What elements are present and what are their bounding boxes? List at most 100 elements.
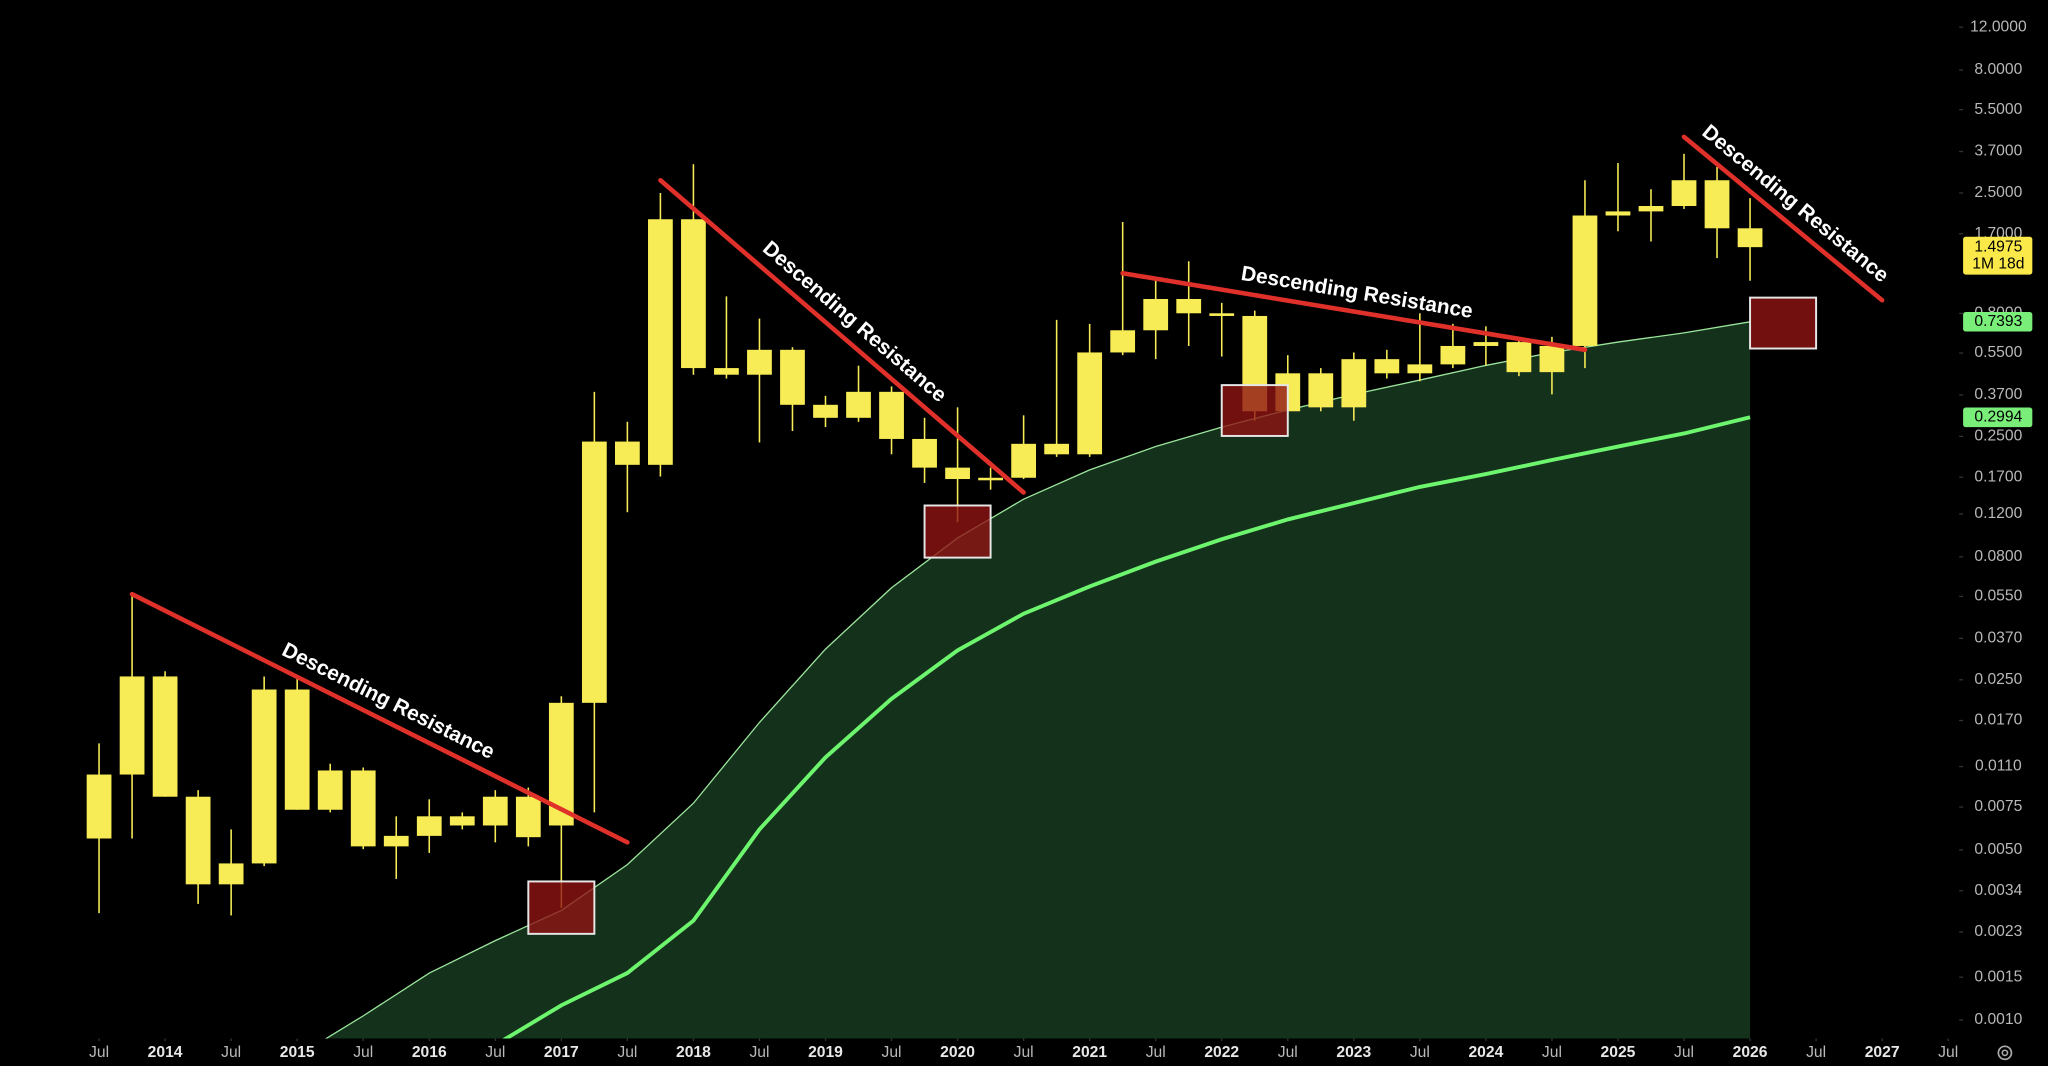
candle-body <box>780 349 805 405</box>
y-tick-label: 2.5000 <box>1974 184 2022 201</box>
candle-body <box>119 676 145 775</box>
candle-body <box>1539 345 1565 373</box>
price-tag-label: 1.4975 <box>1974 238 2022 255</box>
candle-body <box>218 863 244 885</box>
support-zone <box>527 880 596 935</box>
y-tick-label: 0.0250 <box>1974 671 2022 688</box>
trend-line <box>1120 270 1588 353</box>
y-tick-label: 0.0550 <box>1974 588 2022 605</box>
candle-body <box>317 770 343 810</box>
x-tick-label: 2023 <box>1336 1044 1371 1061</box>
y-tick-label: 0.0170 <box>1974 712 2022 729</box>
x-tick-label: 2018 <box>676 1044 711 1061</box>
y-tick-label: 0.0370 <box>1974 629 2022 646</box>
x-tick-label: Jul <box>617 1044 637 1061</box>
x-tick-label: 2020 <box>940 1044 975 1061</box>
candle-body <box>1143 298 1169 331</box>
candle-body <box>1440 345 1466 365</box>
x-tick-label: 2026 <box>1733 1044 1768 1061</box>
y-tick-label: 0.2500 <box>1974 428 2022 445</box>
x-tick-label: Jul <box>1014 1044 1034 1061</box>
x-tick-label: Jul <box>1806 1044 1826 1061</box>
ma-tag <box>1963 311 2033 332</box>
candle-body <box>978 477 1003 481</box>
candle-body <box>251 689 277 864</box>
candle-body <box>1209 313 1235 316</box>
y-tick-label: 0.0800 <box>1974 548 2022 565</box>
x-tick-label: Jul <box>1674 1044 1694 1061</box>
y-tick-label: 0.5500 <box>1974 344 2022 361</box>
candle-body <box>1044 443 1070 455</box>
x-tick-label: 2019 <box>808 1044 843 1061</box>
ma-tag-label: 0.7393 <box>1974 313 2022 330</box>
candle-body <box>1638 206 1664 212</box>
candle-body <box>1176 298 1202 314</box>
x-tick-label: 2025 <box>1601 1044 1636 1061</box>
trend-line <box>129 591 630 845</box>
trend-line <box>1681 134 1885 303</box>
y-tick-label: 5.5000 <box>1974 101 2022 118</box>
candle-body <box>1374 359 1400 374</box>
candle-body <box>1407 364 1433 374</box>
candle-body <box>86 774 112 839</box>
moving-average-line <box>502 415 1751 1039</box>
x-tick-label: 2017 <box>544 1044 579 1061</box>
candle-body <box>1605 211 1631 216</box>
candle-body <box>846 391 871 418</box>
x-tick-label: Jul <box>353 1044 373 1061</box>
y-tick-label: 0.0110 <box>1975 758 2022 775</box>
candle-body <box>284 689 310 810</box>
axes: 12.00008.00005.50003.70002.50001.70000.8… <box>89 18 2033 1061</box>
candle-body <box>614 441 640 465</box>
candle-body <box>383 835 409 847</box>
candle-body <box>1308 373 1334 408</box>
y-tick-label: 0.1200 <box>1974 505 2022 522</box>
x-tick-label: 2015 <box>280 1044 315 1061</box>
candle-body <box>1077 352 1103 455</box>
candle-body <box>1671 180 1697 207</box>
x-tick-label: Jul <box>221 1044 241 1061</box>
y-tick-label: 0.0023 <box>1974 923 2022 940</box>
x-tick-label: 2024 <box>1468 1044 1503 1061</box>
candle-body <box>1572 215 1598 346</box>
x-tick-label: Jul <box>749 1044 769 1061</box>
x-tick-label: Jul <box>485 1044 505 1061</box>
y-tick-label: 0.0050 <box>1974 841 2022 858</box>
y-tick-label: 12.0000 <box>1970 18 2027 35</box>
candle-body <box>581 441 607 703</box>
countdown-label: 1M 18d <box>1972 255 2024 272</box>
candle-body <box>1341 359 1367 408</box>
candle-body <box>416 816 442 836</box>
y-tick-label: 8.0000 <box>1974 61 2022 78</box>
y-tick-label: 0.0015 <box>1974 968 2022 985</box>
candle-body <box>1737 228 1763 248</box>
x-tick-label: Jul <box>882 1044 902 1061</box>
candle-body <box>714 368 739 375</box>
x-tick-label: 2014 <box>148 1044 183 1061</box>
candle-body <box>945 467 970 480</box>
y-tick-label: 0.0034 <box>1974 882 2022 899</box>
x-tick-label: Jul <box>1410 1044 1430 1061</box>
candle-body <box>681 219 706 369</box>
support-zone <box>1749 296 1818 350</box>
candle-body <box>1473 342 1499 346</box>
price-tag <box>1963 236 2033 275</box>
ma-tag <box>1963 407 2033 428</box>
candle-body <box>152 676 178 797</box>
ma-area <box>326 321 1751 1039</box>
support-zone <box>1220 384 1289 437</box>
x-tick-label: Jul <box>89 1044 109 1061</box>
y-tick-label: 0.3700 <box>1974 386 2022 403</box>
x-tick-label: Jul <box>1542 1044 1562 1061</box>
y-tick-label: 3.7000 <box>1974 143 2022 160</box>
settings-icon[interactable] <box>1997 1045 2013 1061</box>
candle-body <box>648 219 673 465</box>
x-tick-label: 2021 <box>1072 1044 1107 1061</box>
candle-body <box>350 770 376 847</box>
candle-body <box>482 796 508 826</box>
ma-tag-label: 0.2994 <box>1974 408 2022 425</box>
y-tick-label: 0.1700 <box>1974 468 2022 485</box>
x-tick-label: 2027 <box>1865 1044 1900 1061</box>
candle-body <box>813 404 838 418</box>
